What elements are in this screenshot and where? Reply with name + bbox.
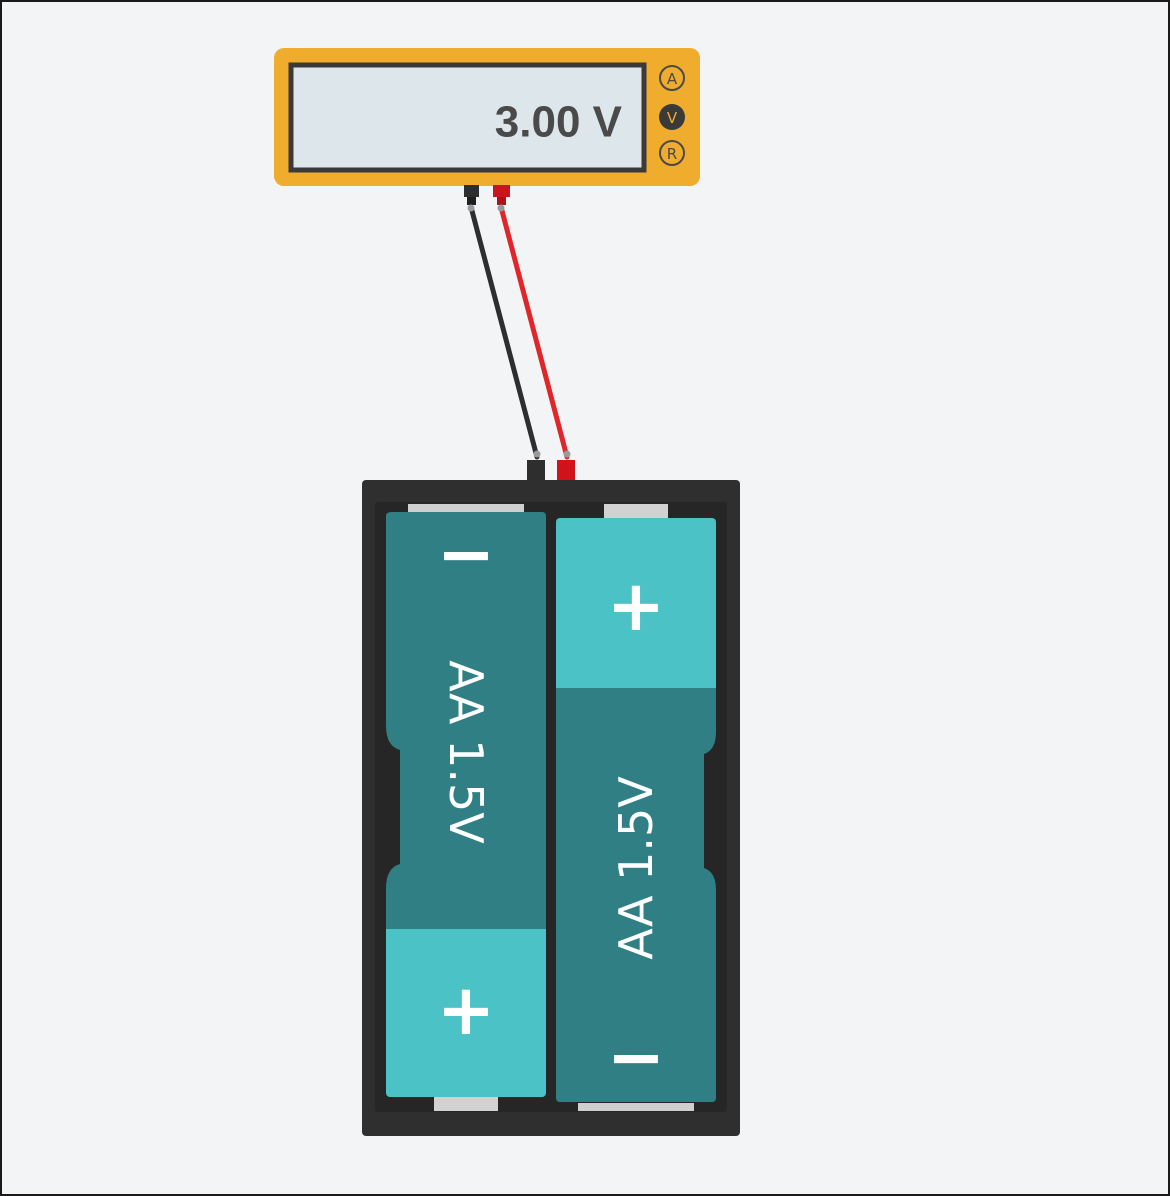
mode-label-r: R bbox=[667, 145, 677, 163]
meter-terminal-black[interactable] bbox=[464, 185, 479, 197]
mode-button-voltmeter[interactable]: V bbox=[659, 104, 685, 130]
cell-right-top-sign: + bbox=[607, 565, 666, 647]
probe-tip-red-top bbox=[497, 204, 505, 212]
meter-plug-red bbox=[497, 197, 506, 205]
probe-wire-black[interactable] bbox=[468, 204, 540, 460]
cell-right-bottom-sign: − bbox=[607, 1016, 666, 1098]
cell-left-top-sign: − bbox=[437, 513, 496, 595]
mode-label-a: A bbox=[667, 70, 678, 88]
probe-tip-black-top bbox=[467, 204, 475, 212]
probe-wire-red[interactable] bbox=[498, 204, 570, 460]
cell-left-bottom-sign: + bbox=[437, 969, 496, 1051]
mode-ammeter-icon bbox=[659, 65, 685, 91]
meter-plug-black bbox=[467, 197, 476, 205]
holder-terminal-red[interactable] bbox=[557, 460, 575, 482]
cell-right-label: AA 1.5V bbox=[609, 776, 663, 960]
cell-right-positive-end bbox=[556, 518, 716, 694]
probe-tip-black-bottom bbox=[533, 450, 541, 458]
multimeter-reading: 3.00 V bbox=[495, 98, 623, 147]
mode-ohmmeter-icon bbox=[659, 140, 685, 166]
multimeter-screen bbox=[288, 62, 647, 173]
mode-voltmeter-icon bbox=[659, 104, 685, 130]
contact-bottom-left-plate bbox=[434, 1097, 498, 1111]
cell-left-positive-joint bbox=[386, 929, 546, 937]
contact-top-right-plate bbox=[604, 504, 668, 518]
probe-tip-red-bottom bbox=[563, 450, 571, 458]
contact-top-left-spring bbox=[408, 504, 524, 512]
cell-left-label: AA 1.5V bbox=[439, 660, 493, 844]
cell-left-body bbox=[386, 512, 546, 929]
battery-holder[interactable]: − AA 1.5V + + AA 1.5V − bbox=[362, 460, 740, 1136]
battery-cell-left[interactable]: − AA 1.5V + bbox=[386, 512, 546, 1097]
mode-button-ohmmeter[interactable]: R bbox=[659, 140, 685, 166]
mode-button-ammeter[interactable]: A bbox=[659, 65, 685, 91]
cell-left-positive-end bbox=[386, 929, 546, 1097]
contact-bottom-right-spring bbox=[578, 1103, 694, 1111]
meter-terminal-red[interactable] bbox=[493, 185, 510, 197]
battery-cell-right[interactable]: + AA 1.5V − bbox=[556, 518, 716, 1102]
multimeter[interactable]: 3.00 V A V R bbox=[274, 48, 700, 205]
holder-terminal-black[interactable] bbox=[527, 460, 545, 482]
mode-label-v: V bbox=[667, 109, 678, 127]
cell-right-body bbox=[556, 688, 716, 1102]
